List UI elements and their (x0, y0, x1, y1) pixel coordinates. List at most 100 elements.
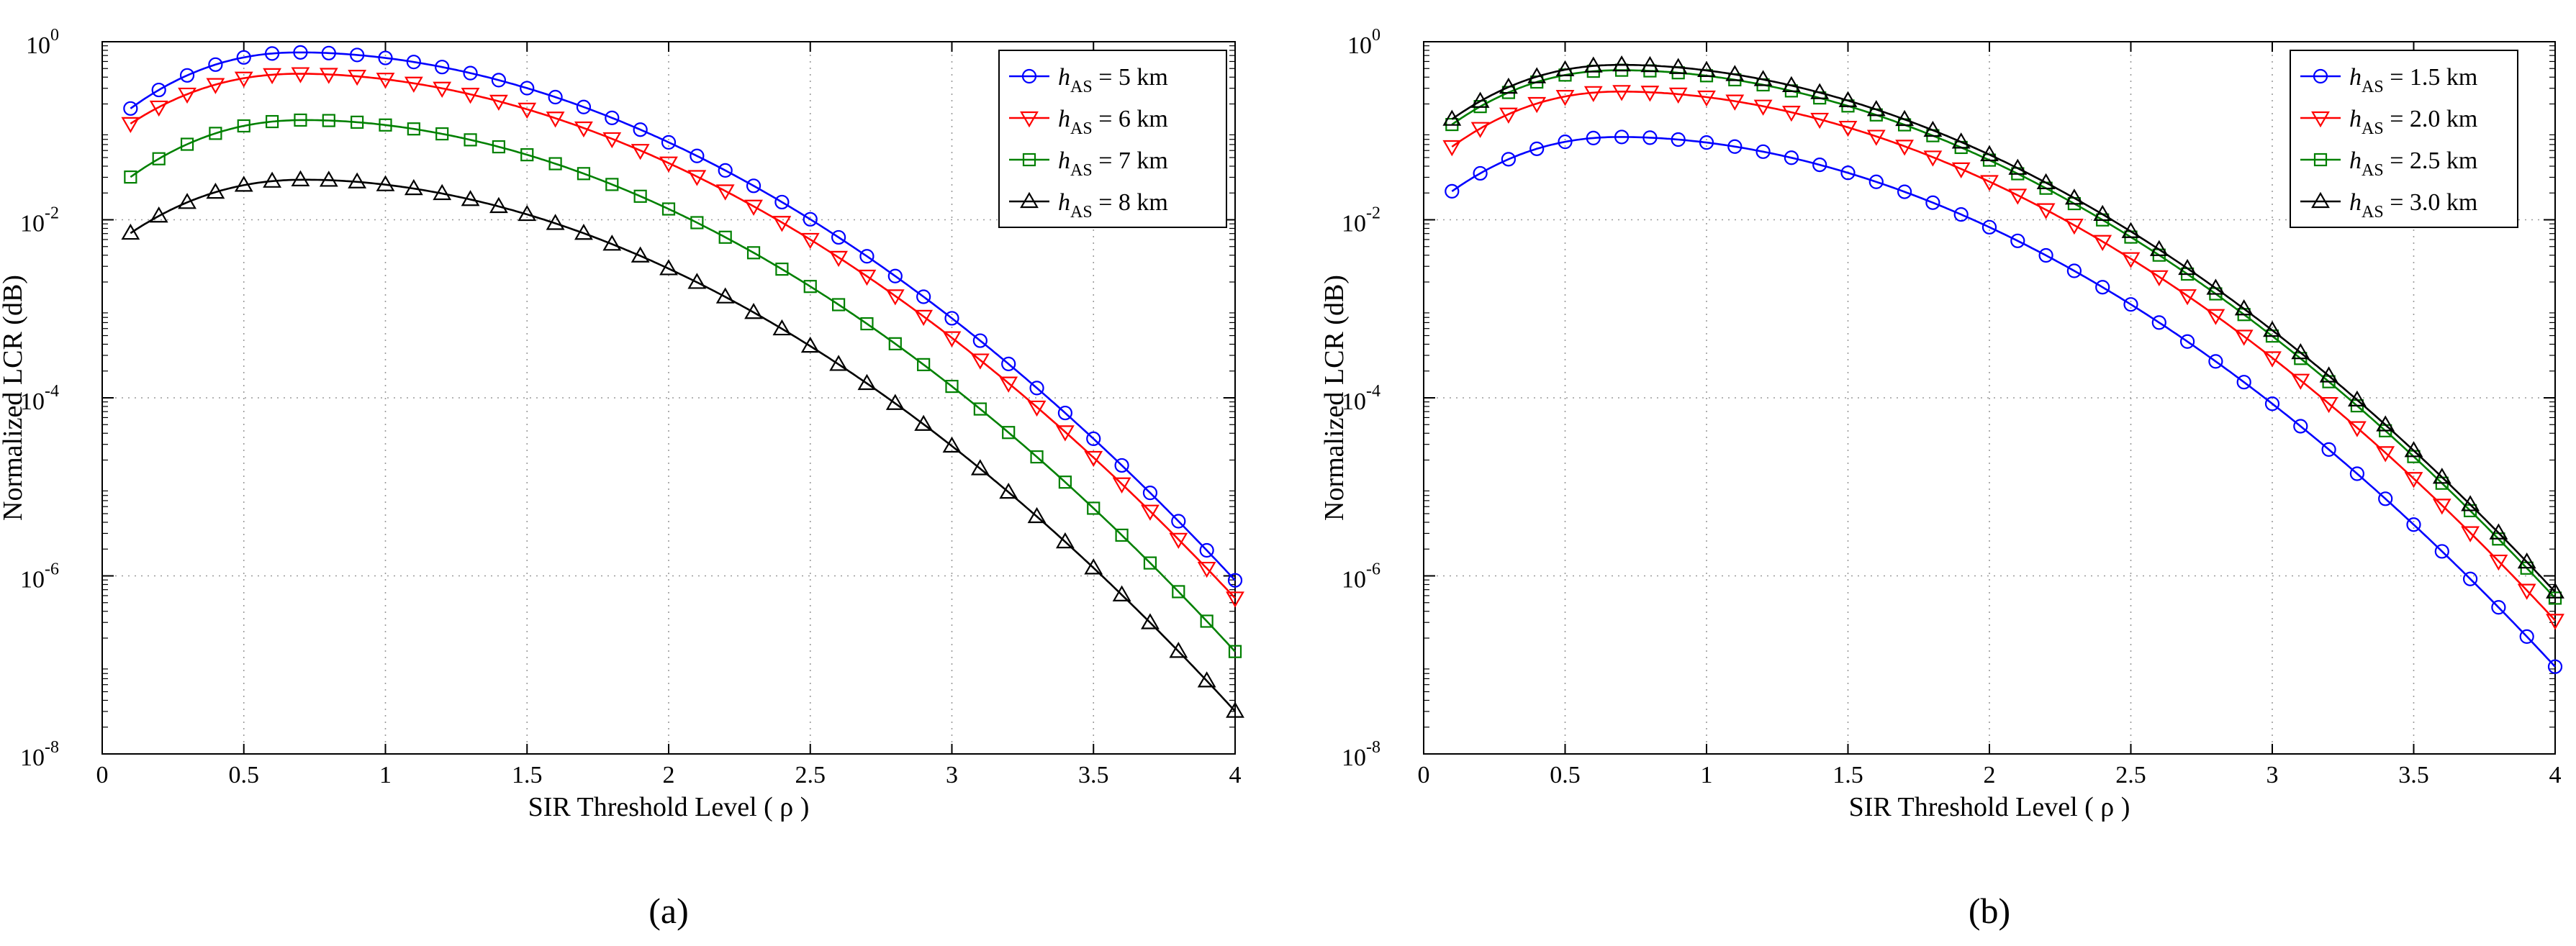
data-point (2234, 329, 2254, 346)
legend-sub: AS (1070, 119, 1093, 138)
data-point (1171, 514, 1186, 529)
y-tick-label: 10-6 (20, 560, 59, 593)
data-point (2291, 373, 2310, 390)
data-point (2546, 614, 2564, 630)
data-point (715, 287, 735, 304)
data-point (293, 45, 308, 60)
data-point (1925, 195, 1940, 210)
data-point (2404, 472, 2423, 488)
data-point (1143, 556, 1157, 570)
legend-rest: = 2.5 km (2384, 147, 2478, 174)
data-point (1838, 91, 1858, 107)
data-point (1228, 645, 1242, 658)
data-point (1923, 150, 1943, 167)
data-point (178, 87, 196, 104)
data-point (1030, 450, 1044, 464)
data-point (1001, 356, 1016, 371)
data-point (2095, 280, 2110, 295)
data-point (1055, 532, 1075, 549)
data-point (1227, 573, 1243, 588)
data-point (831, 229, 846, 245)
data-point (970, 353, 990, 370)
legend-rest: = 5 km (1093, 64, 1168, 91)
x-tick-label: 4 (2549, 762, 2562, 788)
data-point (1501, 152, 1516, 167)
data-point (2151, 315, 2166, 330)
data-point (661, 202, 676, 216)
data-point (461, 88, 480, 104)
data-point (206, 182, 225, 199)
x-axis-label: SIR Threshold Level ( ρ ) (528, 792, 810, 822)
legend-var: h (1058, 189, 1070, 216)
data-point (376, 175, 395, 191)
legend-label: hAS = 6 km (1058, 106, 1168, 138)
data-point (574, 121, 593, 138)
data-point (2206, 278, 2225, 295)
data-point (687, 170, 707, 186)
data-point (1980, 175, 1999, 191)
y-axis-label: Normalized LCR (dB) (0, 275, 28, 521)
y-tick-label: 10-2 (20, 204, 59, 237)
data-point (857, 373, 877, 391)
x-tick-label: 1 (379, 762, 392, 788)
data-point (1980, 145, 1999, 162)
panel-b: 0 0.5 1 1.5 2 2.5 3 3.5 410-810-610-410-2100SIR … (1319, 26, 2564, 931)
data-point (1725, 94, 1745, 111)
data-point (321, 45, 336, 60)
data-point (1445, 183, 1460, 199)
x-tick-label: 2 (1984, 762, 1996, 788)
series-line (1451, 63, 2556, 593)
legend-label: hAS = 5 km (1058, 64, 1168, 96)
x-tick-label: 0.5 (1550, 762, 1581, 788)
data-point (435, 127, 449, 141)
legend-label: hAS = 1.5 km (2349, 64, 2477, 96)
data-point (602, 132, 622, 149)
data-point (1020, 111, 1039, 128)
data-point (1114, 458, 1129, 473)
data-point (631, 246, 650, 263)
y-tick-exponent: -6 (45, 560, 59, 579)
data-point (2149, 270, 2169, 287)
data-point (633, 189, 647, 203)
data-point (121, 117, 140, 134)
series-square (124, 113, 1242, 658)
data-point (322, 114, 335, 127)
data-point (1141, 504, 1160, 521)
data-point (1810, 112, 1830, 129)
data-point (916, 289, 931, 304)
data-point (2149, 240, 2169, 256)
data-point (489, 196, 508, 214)
data-point (265, 46, 280, 61)
series-triangle-down (1442, 85, 2564, 630)
x-tick-label: 3.5 (2398, 762, 2429, 788)
data-point (1923, 120, 1943, 137)
data-point (1951, 162, 1971, 179)
data-point (433, 81, 452, 98)
data-point (149, 100, 168, 117)
data-point (2463, 571, 2478, 586)
legend-rest: = 6 km (1093, 106, 1168, 132)
y-tick-exponent: -2 (1366, 204, 1380, 223)
data-point (1586, 130, 1601, 145)
data-point (917, 358, 931, 371)
x-tick-label: 3 (2267, 762, 2279, 788)
data-point (999, 482, 1018, 499)
y-tick-label: 100 (26, 26, 59, 59)
data-point (404, 178, 423, 196)
data-point (1197, 671, 1216, 688)
data-point (2178, 289, 2197, 306)
data-point (294, 113, 307, 127)
data-point (1951, 132, 1971, 149)
data-point (2319, 366, 2338, 383)
data-point (1781, 76, 1801, 92)
data-point (1555, 90, 1575, 106)
data-point (690, 148, 705, 163)
data-point (1002, 426, 1016, 440)
data-point (463, 65, 478, 81)
data-point (464, 133, 477, 147)
data-point (803, 280, 817, 294)
data-point (348, 172, 367, 188)
data-point (208, 57, 223, 72)
data-point (602, 235, 622, 251)
data-point (2519, 629, 2534, 645)
